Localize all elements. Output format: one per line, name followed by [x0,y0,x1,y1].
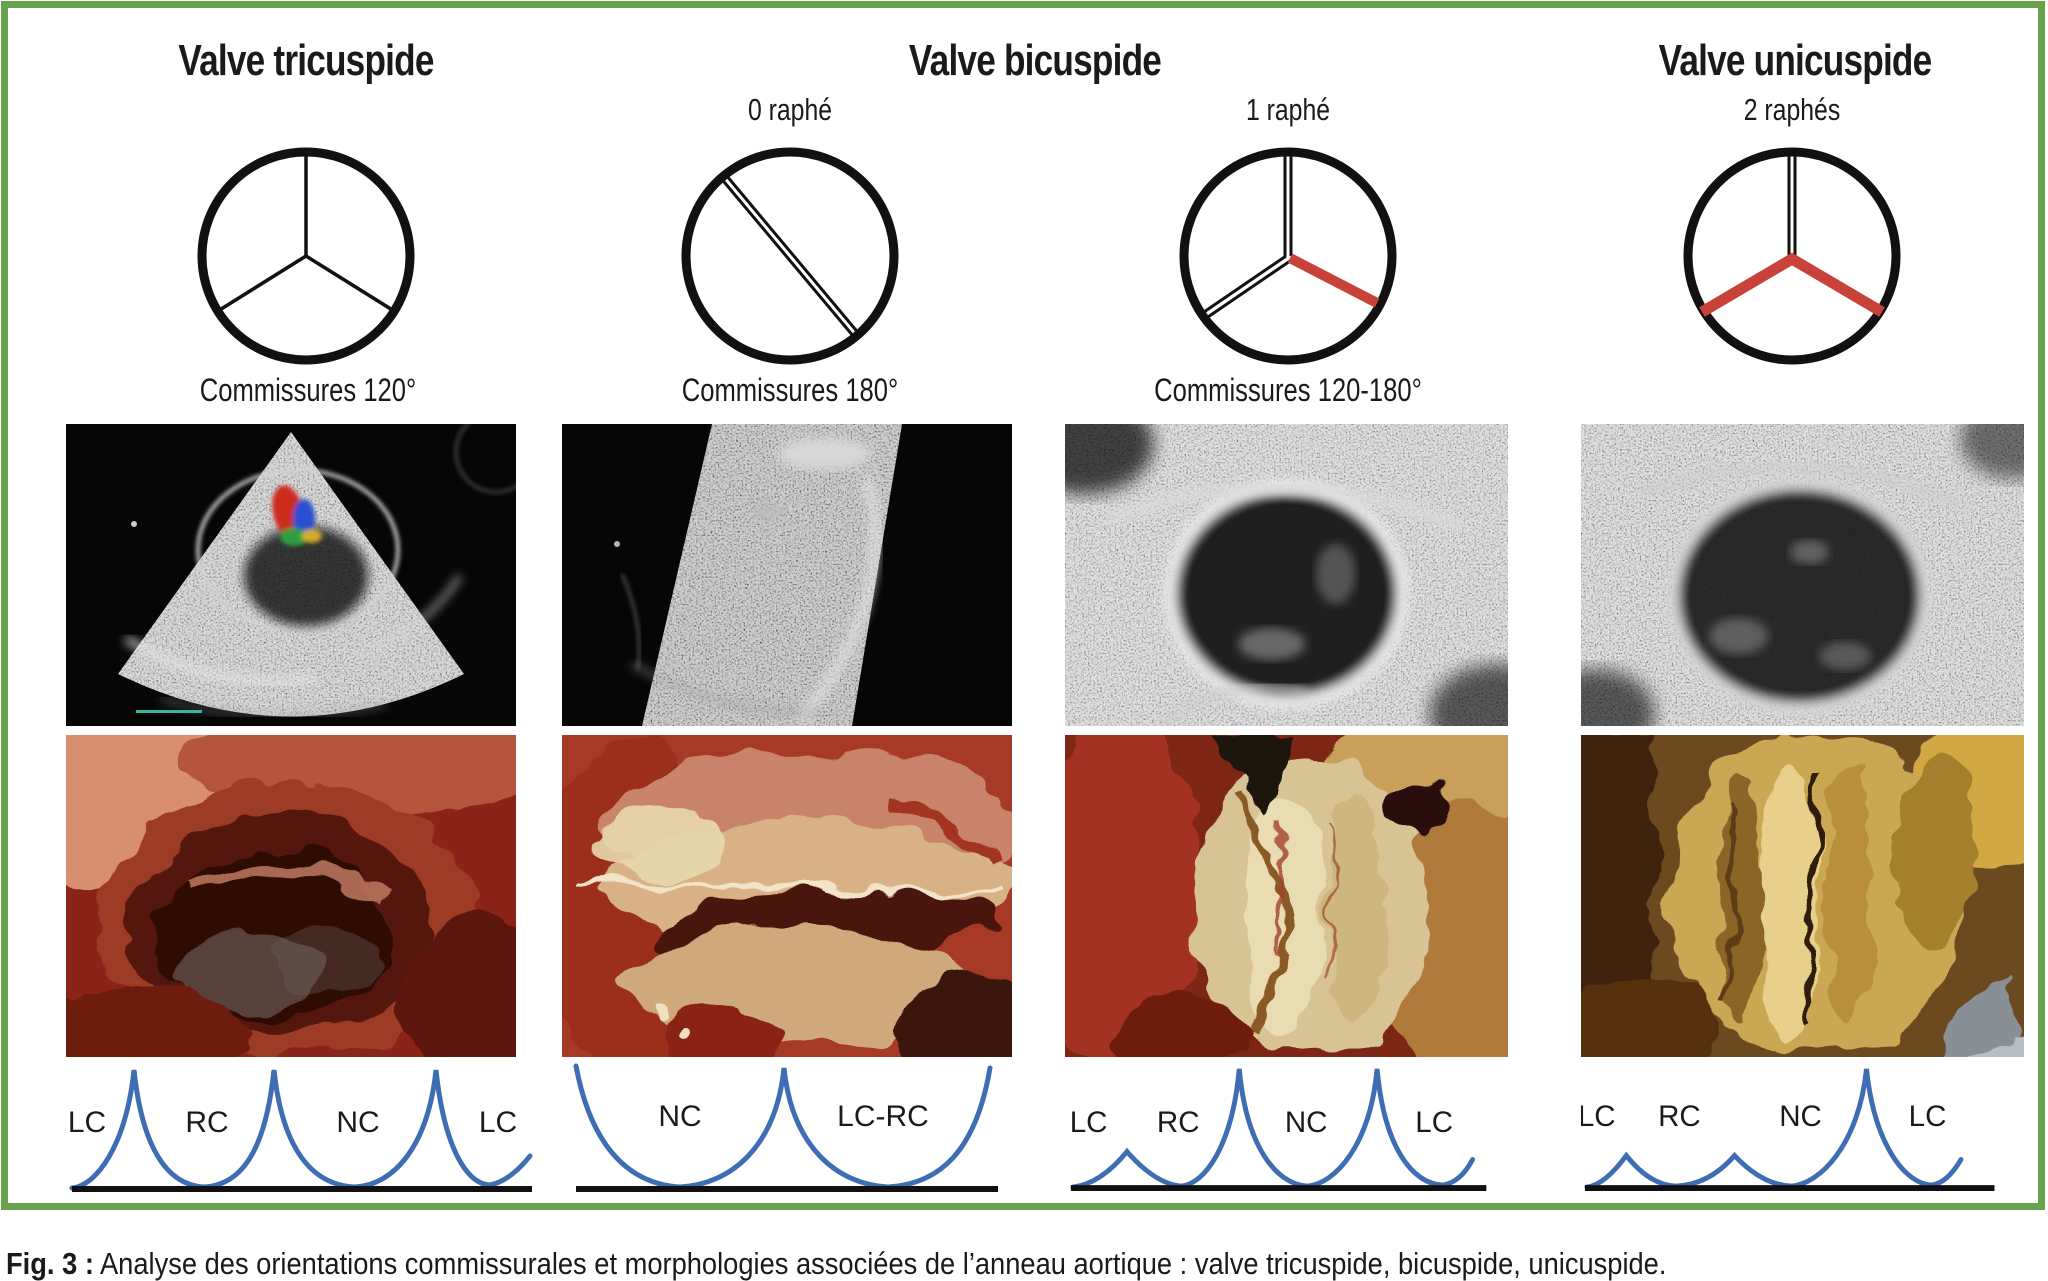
surgical-photo-tricuspide [66,735,516,1057]
title-valve-unicuspide-text: Valve unicuspide [1658,36,1933,85]
title-valve-tricuspide-text: Valve tricuspide [178,36,434,85]
cusp-label: NC [658,1100,701,1133]
valve-schematic-bicuspide-1-raphe [1179,147,1397,365]
figure-caption-number: Fig. 3 : [6,1246,94,1281]
valve-schematic-unicuspide [1683,147,1901,365]
surgical-photo-bicuspide-1-raphe [1065,735,1508,1057]
valve-schematic-bicuspide-0-raphe [681,147,899,365]
cusp-label: NC [336,1106,379,1139]
figure-caption: Fig. 3 : Analyse des orientations commis… [6,1246,1666,1281]
surgical-instrument [1930,973,2024,1057]
doppler-flow-splash [272,485,322,546]
echo-image-bicuspide-1-raphe [1065,424,1508,726]
commissures-label-2: Commissures 120-180° [1154,372,1422,408]
raphe-label-2: 2 raphés [1743,92,1841,127]
cusp-label: RC [185,1106,228,1139]
commissure-curve-unicuspide: LC RC NC LC [1581,1068,1995,1191]
tee-scale-marker [136,710,202,713]
commissure-curve-bicuspide-1-raphe: LC RC NC LC [1070,1068,1487,1191]
cusp-label: LC-RC [837,1100,929,1133]
echo-image-unicuspide [1581,424,2024,726]
cusp-label: LC [1415,1106,1453,1139]
title-valve-bicuspide-text: Valve bicuspide [908,36,1162,85]
cusp-label: NC [1779,1100,1822,1133]
commissures-label-0: Commissures 120° [199,372,417,408]
echo-image-tricuspide [66,424,516,726]
valve-schematic-tricuspide [197,147,415,365]
cusp-label: LC [1909,1100,1947,1133]
cusp-label: NC [1285,1106,1328,1139]
title-valve-unicuspide: Valve unicuspide [1565,36,2025,86]
cusp-label: LC [1070,1106,1108,1139]
raphe-line [1699,252,1885,317]
figure-caption-text: Analyse des orientations commissurales e… [99,1246,1667,1281]
commissures-label-1: Commissures 180° [681,372,899,408]
cusp-label: LC [479,1106,517,1139]
raphe-label-0: 0 raphé [747,92,833,127]
surgical-photo-unicuspide [1581,735,2024,1057]
cusp-label: LC [68,1106,106,1139]
raphe-label-1: 1 raphé [1245,92,1331,127]
cusp-label: RC [1658,1100,1701,1133]
raphe-line [1287,253,1380,308]
cusp-label: RC [1157,1106,1200,1139]
commissure-curve-bicuspide-0-raphe: NC LC-RC [573,1063,998,1192]
echo-image-bicuspide-0-raphe [562,424,1012,726]
title-valve-bicuspide: Valve bicuspide [562,36,1508,86]
title-valve-tricuspide: Valve tricuspide [76,36,536,86]
surgical-photo-bicuspide-0-raphe [562,735,1012,1057]
cusp-label: LC [1581,1100,1616,1133]
commissure-curve-tricuspide: LC RC NC LC [68,1069,533,1192]
